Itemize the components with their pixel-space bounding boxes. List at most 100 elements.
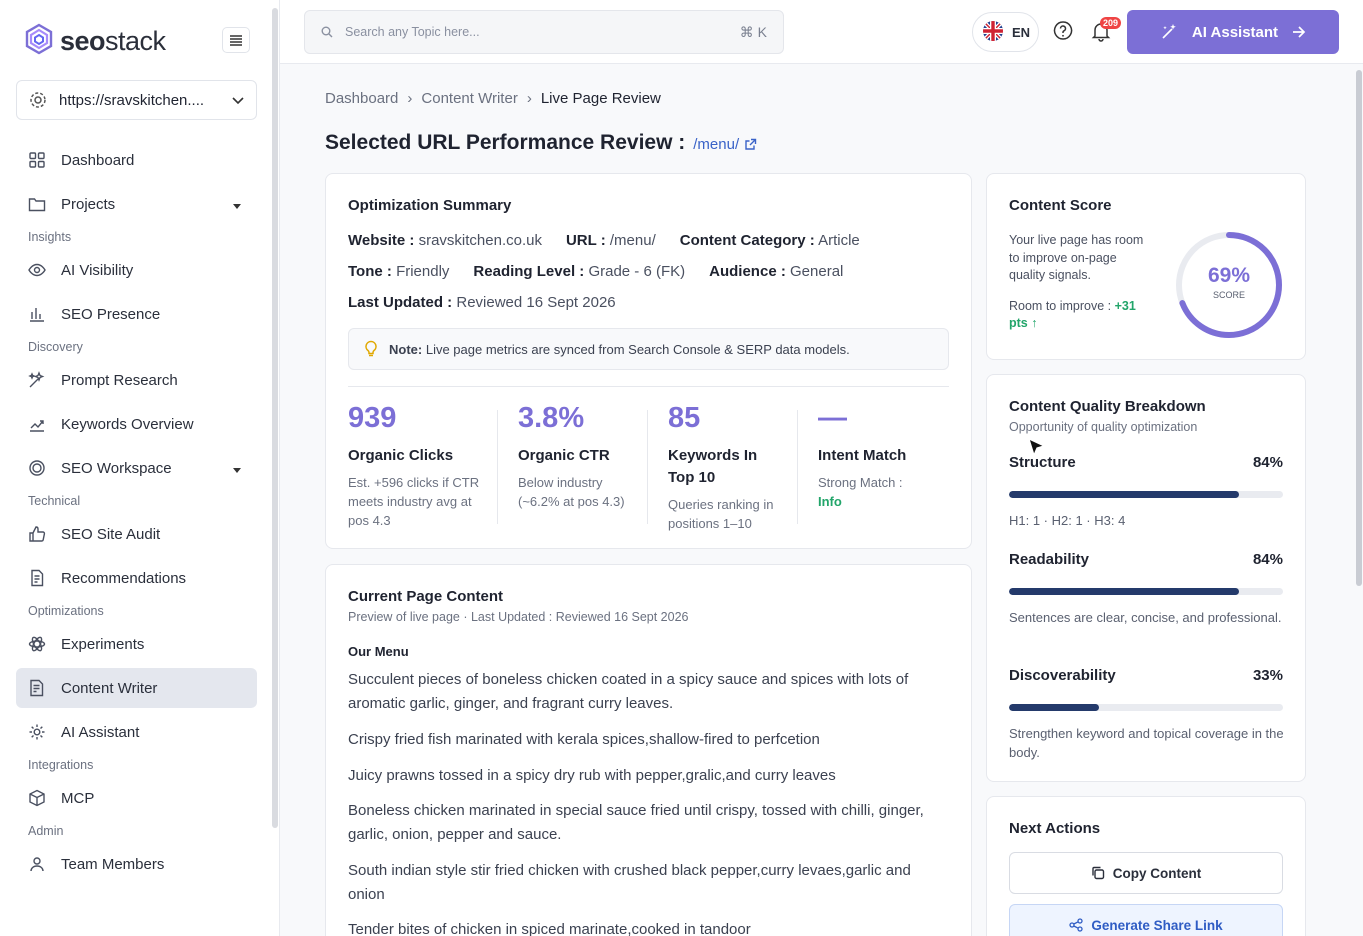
- sidebar-item-seo-workspace[interactable]: SEO Workspace: [16, 448, 257, 488]
- sparkle-icon: [28, 371, 46, 389]
- quality-breakdown-card: Content Quality Breakdown Opportunity of…: [986, 374, 1306, 782]
- grid-icon: [28, 151, 46, 169]
- content-title: Current Page Content: [348, 588, 504, 605]
- content-paragraph: Succulent pieces of boneless chicken coa…: [348, 671, 909, 712]
- summary-meta-row-1: Website : sravskitchen.co.uk URL : /menu…: [348, 232, 860, 249]
- sidebar-item-ai-assistant[interactable]: AI Assistant: [16, 712, 257, 752]
- sidebar-item-content-writer[interactable]: Content Writer: [16, 668, 257, 708]
- summary-meta-row-2: Tone : Friendly Reading Level : Grade - …: [348, 263, 844, 280]
- divider: [497, 410, 498, 524]
- sync-note: Note: Live page metrics are synced from …: [348, 328, 949, 370]
- sidebar-item-experiments[interactable]: Experiments: [16, 624, 257, 664]
- caret-down-icon: [233, 460, 241, 477]
- divider: [348, 386, 949, 387]
- ai-assistant-label: AI Assistant: [1191, 23, 1279, 41]
- mouse-cursor-icon: [1028, 437, 1046, 463]
- reading-value: Grade - 6 (FK): [588, 263, 686, 280]
- sidebar-item-team-members[interactable]: Team Members: [16, 844, 257, 884]
- intent-status: Info: [818, 494, 842, 509]
- document-icon: [28, 569, 46, 587]
- metric-value: —: [818, 402, 847, 434]
- sidebar-scrollbar[interactable]: [272, 8, 278, 828]
- copy-label: Copy Content: [1112, 865, 1202, 881]
- metric-keywords-top10: 85 Keywords In Top 10 Queries ranking in…: [668, 402, 780, 533]
- metric-organic-ctr: 3.8% Organic CTR Below industry (~6.2% a…: [518, 402, 628, 511]
- content-paragraph: Juicy prawns tossed in a spicy dry rub w…: [348, 767, 836, 784]
- copy-content-button[interactable]: Copy Content: [1009, 852, 1283, 894]
- sidebar: seostack https://sravskitchen.... Dashbo…: [0, 0, 280, 936]
- sidebar-item-seo-site-audit[interactable]: SEO Site Audit: [16, 514, 257, 554]
- chevron-down-icon: [232, 92, 244, 109]
- nav-section-technical: Technical: [28, 494, 81, 508]
- next-actions-card: Next Actions Copy Content Generate Share…: [986, 796, 1306, 936]
- category-value: Article: [818, 232, 860, 249]
- menu-toggle-button[interactable]: [222, 27, 250, 53]
- sidebar-item-seo-presence[interactable]: SEO Presence: [16, 294, 257, 334]
- search-icon: [321, 26, 333, 38]
- readability-progress-bar: [1009, 588, 1283, 595]
- site-selector[interactable]: https://sravskitchen....: [16, 80, 257, 120]
- sidebar-item-ai-visibility[interactable]: AI Visibility: [16, 250, 257, 290]
- nav-section-admin: Admin: [28, 824, 64, 838]
- summary-title: Optimization Summary: [348, 197, 512, 214]
- breadcrumb-dashboard[interactable]: Dashboard: [325, 90, 399, 107]
- website-value: sravskitchen.co.uk: [418, 232, 542, 249]
- note-label: Note:: [389, 341, 423, 357]
- metric-intent-match: — Intent Match Strong Match : Info: [818, 402, 958, 511]
- thumb-up-icon: [28, 525, 46, 543]
- help-icon[interactable]: [1052, 20, 1074, 47]
- divider: [647, 410, 648, 524]
- breadcrumb-content-writer[interactable]: Content Writer: [421, 90, 518, 107]
- sidebar-item-keywords-overview[interactable]: Keywords Overview: [16, 404, 257, 444]
- logo[interactable]: seostack: [24, 23, 166, 60]
- nav-section-discovery: Discovery: [28, 340, 83, 354]
- nav-section-insights: Insights: [28, 230, 72, 244]
- page-scrollbar[interactable]: [1356, 70, 1362, 586]
- progress-fill: [1009, 704, 1100, 711]
- cube-icon: [28, 789, 46, 807]
- nav-section-integrations: Integrations: [28, 758, 94, 772]
- quality-title: Content Quality Breakdown: [1009, 398, 1206, 415]
- search-placeholder: Search any Topic here...: [345, 25, 480, 39]
- language-code: EN: [1012, 24, 1031, 40]
- arrow-right-icon: [1293, 26, 1306, 38]
- eye-icon: [28, 261, 46, 279]
- page-title: Selected URL Performance Review : /menu/: [325, 131, 757, 155]
- metric-value: 85: [668, 402, 701, 434]
- nav-section-optimizations: Optimizations: [28, 604, 104, 618]
- sidebar-item-label: SEO Workspace: [61, 459, 172, 477]
- metric-label: Keywords In Top 10: [668, 447, 758, 486]
- share-link-button[interactable]: Generate Share Link: [1009, 904, 1283, 936]
- lightbulb-icon: [365, 340, 377, 357]
- notification-badge: 209: [1100, 17, 1122, 29]
- sidebar-item-label: Experiments: [61, 635, 145, 653]
- ai-assistant-button[interactable]: AI Assistant: [1127, 10, 1339, 54]
- folder-icon: [28, 195, 46, 213]
- sidebar-item-dashboard[interactable]: Dashboard: [16, 140, 257, 180]
- share-icon: [1069, 918, 1083, 932]
- sidebar-item-label: Projects: [61, 195, 116, 213]
- page-url-link[interactable]: /menu/: [693, 136, 757, 153]
- sidebar-item-label: Content Writer: [61, 679, 158, 697]
- note-text: Live page metrics are synced from Search…: [425, 341, 850, 357]
- progress-fill: [1009, 588, 1240, 595]
- language-selector[interactable]: EN: [972, 12, 1039, 52]
- search-shortcut: ⌘ K: [739, 23, 767, 40]
- search-input[interactable]: Search any Topic here... ⌘ K: [304, 10, 784, 54]
- improve-label: Room to improve :: [1009, 298, 1112, 313]
- workspace-icon: [28, 459, 46, 477]
- uk-flag-icon: [982, 20, 1004, 45]
- sidebar-item-mcp[interactable]: MCP: [16, 778, 257, 818]
- sidebar-item-prompt-research[interactable]: Prompt Research: [16, 360, 257, 400]
- score-ring-arc: [1176, 232, 1282, 338]
- quality-row-structure: Structure 84%: [1009, 454, 1283, 471]
- sidebar-item-recommendations[interactable]: Recommendations: [16, 558, 257, 598]
- tone-value: Friendly: [396, 263, 450, 280]
- sidebar-item-projects[interactable]: Projects: [16, 184, 257, 224]
- breadcrumb-current: Live Page Review: [540, 90, 661, 107]
- audience-value: General: [790, 263, 844, 280]
- sidebar-item-label: AI Assistant: [61, 723, 140, 741]
- structure-desc: H1: 1 · H2: 1 · H3: 4: [1009, 513, 1126, 528]
- score-ring: [1176, 232, 1282, 338]
- document-edit-icon: [28, 679, 46, 697]
